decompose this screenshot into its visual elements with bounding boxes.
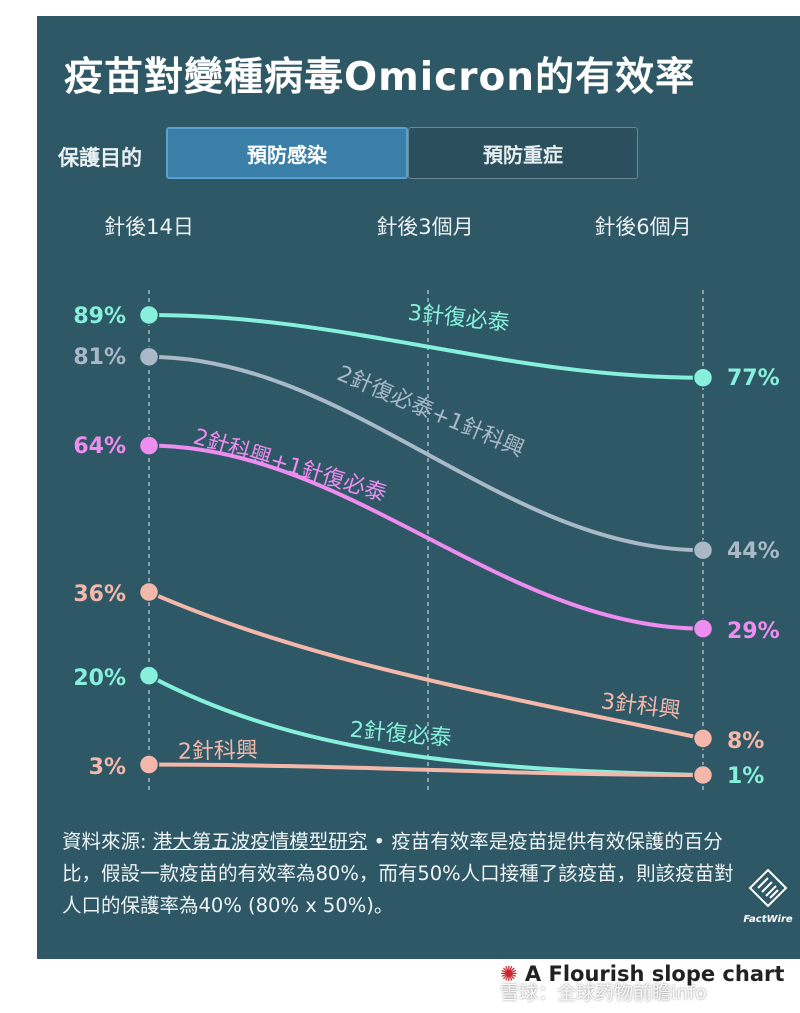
- watermark: 雪球：全球药物前瞻info: [500, 982, 707, 1004]
- flourish-label: A Flourish slope chart: [524, 962, 785, 986]
- series-name-label: 3針復必泰: [407, 301, 511, 337]
- series-end-point: [692, 764, 714, 786]
- x-tick-label: 針後6個月: [594, 215, 691, 239]
- tab-prevent-severe[interactable]: 預防重症: [408, 127, 638, 179]
- footnote-source-prefix: 資料來源:: [62, 830, 153, 853]
- series-start-label: 64%: [73, 434, 126, 459]
- series-start-label: 36%: [73, 582, 126, 607]
- series-start-point: [138, 435, 160, 456]
- x-tick-label: 針後3個月: [376, 215, 473, 239]
- series-end-point: [692, 539, 714, 561]
- series-start-label: 20%: [73, 666, 126, 691]
- filter-label: 保護目的: [58, 146, 142, 170]
- series-end-label: 29%: [727, 619, 780, 644]
- series-line: [147, 590, 705, 741]
- series-line: [147, 313, 705, 380]
- series-start-label: 89%: [73, 304, 126, 329]
- series-name-label: 2針科興: [178, 738, 258, 764]
- footnote-text: • 疫苗有效率是疫苗提供有效保護的百分比，假設一款疫苗的有效率為80%，而有50…: [62, 830, 734, 917]
- series-start-label: 81%: [73, 345, 126, 370]
- factwire-label: FactWire: [743, 914, 793, 925]
- factwire-icon: [748, 868, 788, 908]
- page-title: 疫苗對變種病毒Omicron的有效率: [64, 55, 696, 100]
- series-start-point: [138, 346, 160, 368]
- series-name-label: 2針復必泰+1針科興: [333, 361, 527, 462]
- flourish-icon: ✺: [500, 962, 518, 986]
- series-end-point: [692, 367, 714, 388]
- flourish-credit[interactable]: ✺ A Flourish slope chart: [500, 962, 800, 1002]
- series-line: [147, 354, 705, 553]
- series-line: [147, 443, 705, 631]
- series-end-label: 77%: [727, 366, 780, 391]
- series-end-label: 44%: [727, 539, 780, 564]
- series-name-label: 2針科興+1針復必泰: [190, 425, 389, 508]
- footnote: 資料來源: 港大第五波疫情模型研究 • 疫苗有效率是疫苗提供有效保護的百分比，假…: [62, 826, 742, 922]
- series-start-point: [138, 304, 160, 326]
- factwire-logo: FactWire: [742, 868, 794, 925]
- series-end-label: 1%: [727, 764, 764, 789]
- series-start-point: [138, 665, 160, 686]
- series-start-label: 3%: [89, 755, 126, 780]
- series-line: [147, 762, 705, 777]
- slope-chart: 針後14日 針後3個月 針後6個月 89% 77% 3針復必泰 81% 44% 2針復必泰+1針…: [73, 215, 780, 792]
- series-end-point: [692, 618, 714, 639]
- source-link[interactable]: 港大第五波疫情模型研究: [152, 830, 368, 853]
- series-end-label: 8%: [727, 729, 764, 754]
- tab-prevent-infection[interactable]: 預防感染: [166, 127, 408, 179]
- series-start-point: [138, 754, 160, 775]
- series-end-point: [692, 728, 714, 749]
- x-tick-label: 針後14日: [104, 215, 194, 239]
- series-start-point: [138, 581, 160, 603]
